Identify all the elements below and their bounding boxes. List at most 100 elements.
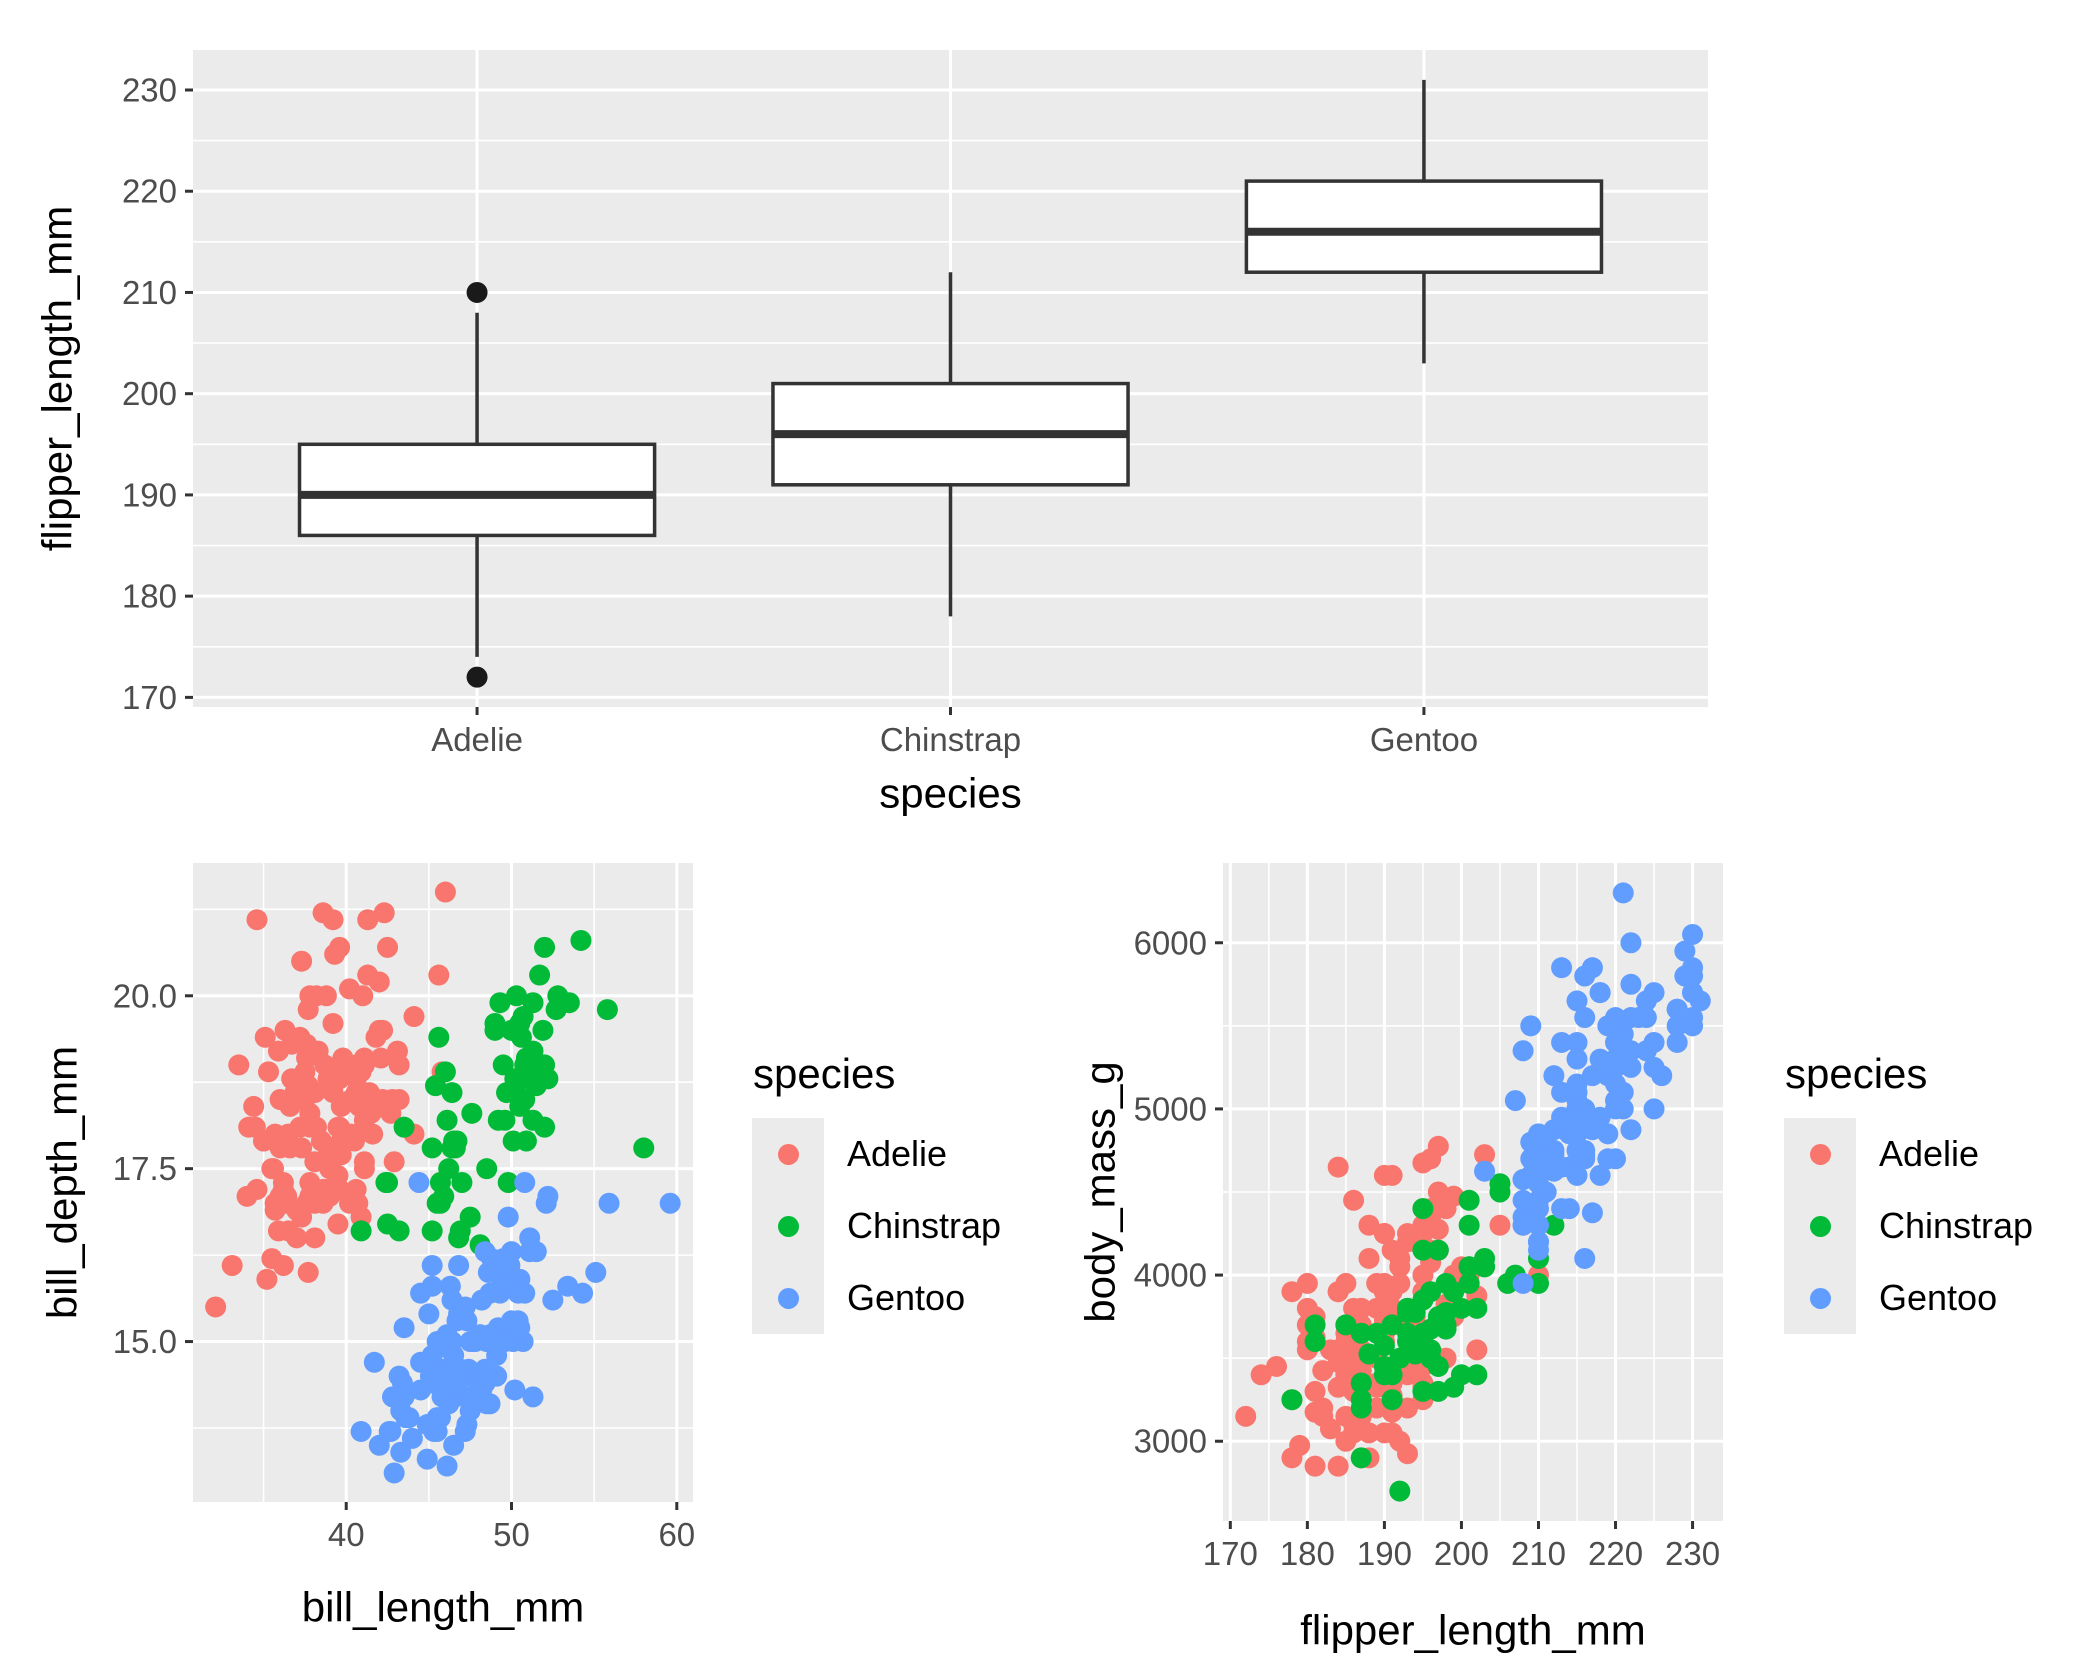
data-point xyxy=(1443,1281,1465,1303)
data-point xyxy=(1666,1015,1688,1037)
data-point xyxy=(350,1220,372,1242)
chart-scatter-2: 170 180 190 200 210 220 230 3000 4000 5000 6000 fli… xyxy=(1077,863,1723,1654)
data-point xyxy=(509,1317,531,1339)
chart-scatter-1: 40 50 60 15.0 17.5 20.0 bill_length_mm bill_dep… xyxy=(39,863,695,1631)
y-tick-label: 230 xyxy=(122,71,177,108)
data-point xyxy=(1520,1015,1542,1037)
y-tick-label: 220 xyxy=(122,173,177,210)
data-point xyxy=(1574,1098,1596,1120)
y-tick-label: 210 xyxy=(122,274,177,311)
data-point xyxy=(1612,1098,1634,1120)
data-point xyxy=(1312,1360,1334,1382)
data-point xyxy=(454,1296,476,1318)
data-point xyxy=(532,1019,554,1041)
data-point xyxy=(345,1054,367,1076)
data-point xyxy=(1666,998,1688,1020)
data-point xyxy=(254,1026,276,1048)
data-point xyxy=(1350,1389,1372,1411)
data-point xyxy=(228,1054,250,1076)
data-point xyxy=(310,1130,332,1152)
data-point xyxy=(529,964,551,986)
data-point xyxy=(497,1206,519,1228)
data-point xyxy=(1674,940,1696,962)
data-point xyxy=(489,992,511,1014)
data-point xyxy=(386,1040,408,1062)
data-point xyxy=(492,1054,514,1076)
data-point xyxy=(1350,1322,1372,1344)
data-point xyxy=(522,1386,544,1408)
data-point xyxy=(1266,1355,1288,1377)
data-point xyxy=(1589,982,1611,1004)
x-axis-title: bill_length_mm xyxy=(302,1584,584,1631)
data-point xyxy=(537,1185,559,1207)
data-point xyxy=(408,1172,430,1193)
data-point xyxy=(474,1372,496,1394)
data-point xyxy=(236,1185,258,1207)
data-point xyxy=(291,950,313,972)
data-point xyxy=(451,1172,473,1193)
data-point xyxy=(1474,1256,1496,1278)
data-point xyxy=(1327,1351,1349,1373)
data-point xyxy=(205,1296,227,1318)
legend-item-label: Chinstrap xyxy=(847,1205,1002,1246)
x-tick-label: 50 xyxy=(493,1516,530,1553)
data-point xyxy=(391,1372,413,1394)
data-point xyxy=(1527,1214,1549,1236)
data-point xyxy=(377,1213,399,1235)
data-point xyxy=(1566,990,1588,1012)
data-point xyxy=(1327,1455,1349,1477)
boxplot-gentoo xyxy=(1244,79,1604,364)
y-tick-label: 17.5 xyxy=(113,1150,177,1187)
data-point xyxy=(1350,1297,1372,1319)
data-point xyxy=(1474,1144,1496,1166)
data-point xyxy=(1620,1119,1642,1141)
data-point xyxy=(570,929,592,951)
data-point xyxy=(1327,1281,1349,1303)
x-axis-title: flipper_length_mm xyxy=(1300,1607,1646,1654)
data-point xyxy=(557,1275,579,1297)
x-axis-title: species xyxy=(879,770,1021,817)
data-point xyxy=(1304,1455,1326,1477)
data-point xyxy=(1489,1214,1511,1236)
data-point xyxy=(1566,1081,1588,1103)
data-point xyxy=(1427,1239,1449,1261)
data-point xyxy=(269,1137,291,1159)
data-point xyxy=(596,999,618,1021)
data-point xyxy=(507,1282,529,1304)
data-point xyxy=(1666,1031,1688,1053)
legend-item-label: Adelie xyxy=(1879,1133,1980,1174)
data-point xyxy=(1427,1355,1449,1377)
data-point xyxy=(434,1061,456,1083)
data-point xyxy=(537,1068,559,1090)
data-point xyxy=(514,1054,536,1076)
data-point xyxy=(486,1331,508,1353)
scatter-series-chinstrap xyxy=(350,929,655,1256)
data-point xyxy=(1397,1301,1419,1323)
y-tick-label: 3000 xyxy=(1134,1423,1207,1460)
y-tick-label: 20.0 xyxy=(113,977,177,1014)
data-point xyxy=(1466,1339,1488,1361)
scatter-series-chinstrap xyxy=(1281,1131,1565,1502)
legend-key-dot xyxy=(1809,1143,1831,1165)
legend-key-dot xyxy=(777,1143,799,1165)
data-point xyxy=(1589,1048,1611,1070)
data-point xyxy=(1435,1318,1457,1340)
data-point xyxy=(1343,1422,1365,1444)
data-point xyxy=(510,1026,532,1048)
data-point xyxy=(436,1109,458,1131)
data-point xyxy=(1504,1090,1526,1112)
data-point xyxy=(243,1095,265,1117)
data-point xyxy=(1458,1189,1480,1211)
data-point xyxy=(448,1254,470,1276)
data-point xyxy=(1682,923,1704,945)
data-point xyxy=(499,1254,521,1276)
y-tick-label: 4000 xyxy=(1134,1257,1207,1294)
data-point xyxy=(1512,1040,1534,1062)
data-point xyxy=(461,1102,483,1124)
data-point xyxy=(454,1420,476,1442)
y-tick-label: 190 xyxy=(122,476,177,513)
legend-item: Adelie xyxy=(752,1118,1001,1190)
data-point xyxy=(512,1006,534,1028)
